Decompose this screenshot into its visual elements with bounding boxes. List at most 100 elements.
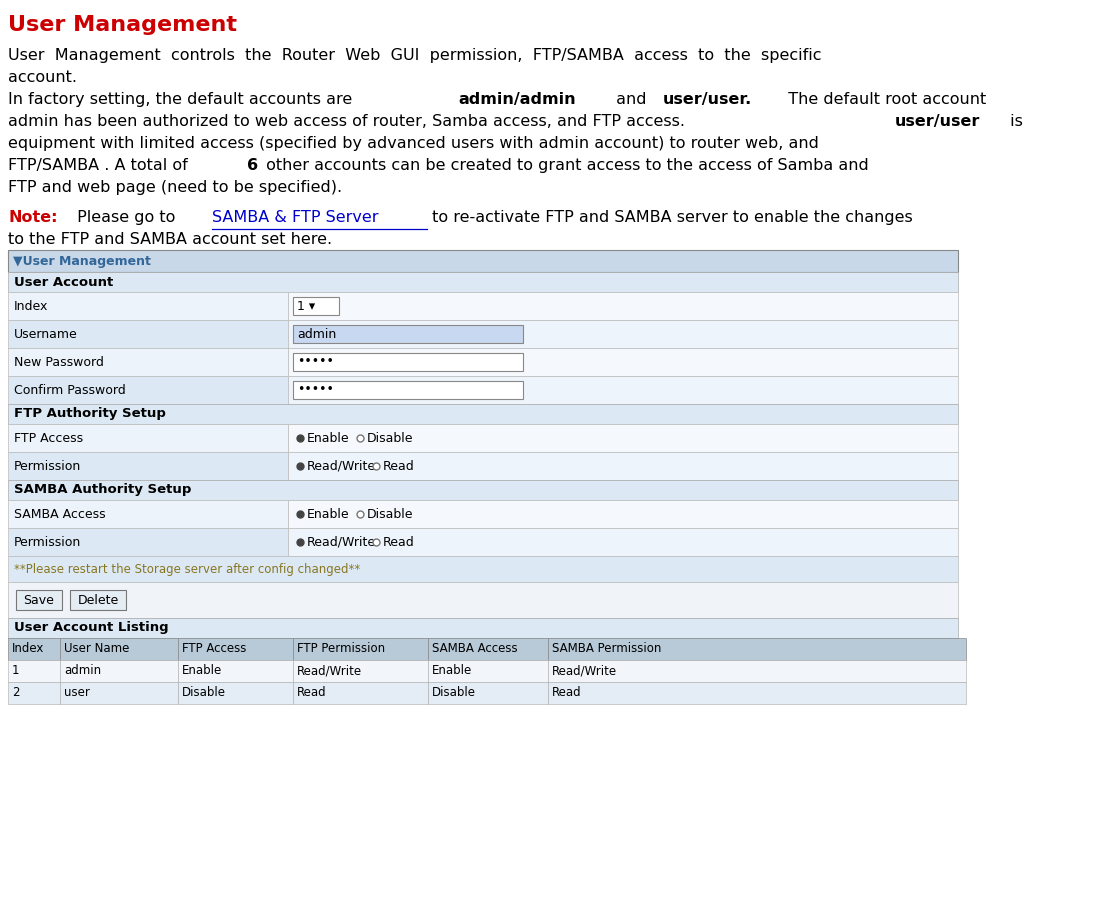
Bar [16, 590, 62, 610]
Bar [8, 292, 288, 320]
Text: User Management: User Management [8, 15, 237, 35]
Bar [288, 320, 959, 348]
Text: admin/admin: admin/admin [459, 92, 576, 107]
Text: Read: Read [552, 686, 582, 700]
Text: to the FTP and SAMBA account set here.: to the FTP and SAMBA account set here. [8, 232, 332, 247]
Bar [8, 424, 288, 452]
Bar [8, 682, 60, 704]
Bar [428, 638, 548, 660]
Text: Disable: Disable [182, 686, 226, 700]
Text: Delete: Delete [78, 593, 119, 606]
Text: Enable: Enable [182, 664, 222, 678]
Text: Read: Read [297, 686, 327, 700]
Bar [8, 452, 288, 480]
Text: User Account: User Account [14, 276, 113, 288]
Text: Read/Write: Read/Write [307, 460, 376, 472]
Text: equipment with limited access (specified by advanced users with admin account) t: equipment with limited access (specified… [8, 136, 818, 151]
Bar [8, 528, 288, 556]
Bar [288, 452, 959, 480]
Text: New Password: New Password [14, 356, 103, 369]
Text: Disable: Disable [431, 686, 476, 700]
Text: Read/Write: Read/Write [552, 664, 617, 678]
Bar [8, 638, 60, 660]
Text: •••••: ••••• [297, 383, 334, 397]
Text: Read: Read [383, 460, 415, 472]
Bar [178, 660, 292, 682]
Bar [60, 638, 178, 660]
Text: FTP/SAMBA . A total of: FTP/SAMBA . A total of [8, 158, 192, 173]
Text: SAMBA Permission: SAMBA Permission [552, 642, 662, 655]
Bar [8, 556, 959, 582]
Text: SAMBA & FTP Server: SAMBA & FTP Server [212, 210, 378, 225]
Text: SAMBA Authority Setup: SAMBA Authority Setup [14, 483, 191, 497]
Text: The default root account: The default root account [778, 92, 986, 107]
Text: Note:: Note: [8, 210, 58, 225]
Text: 2: 2 [12, 686, 20, 700]
Text: Please go to: Please go to [72, 210, 180, 225]
Bar [8, 320, 288, 348]
Bar [548, 660, 966, 682]
Bar [288, 424, 959, 452]
Bar [292, 682, 428, 704]
Text: Permission: Permission [14, 460, 81, 472]
Text: Disable: Disable [367, 431, 414, 444]
Text: Confirm Password: Confirm Password [14, 383, 126, 397]
Text: admin: admin [297, 328, 336, 340]
Text: FTP Access: FTP Access [182, 642, 247, 655]
Text: FTP Authority Setup: FTP Authority Setup [14, 408, 166, 420]
Bar [288, 376, 959, 404]
Bar [60, 682, 178, 704]
Bar [288, 348, 959, 376]
Text: SAMBA Access: SAMBA Access [14, 508, 106, 521]
Text: Enable: Enable [307, 508, 349, 521]
Bar [292, 381, 523, 399]
Text: user/user: user/user [895, 114, 980, 129]
Text: Read: Read [383, 535, 415, 549]
Text: admin: admin [64, 664, 101, 678]
Text: User Account Listing: User Account Listing [14, 622, 169, 634]
Text: FTP and web page (need to be specified).: FTP and web page (need to be specified). [8, 180, 342, 195]
Bar [8, 480, 959, 500]
Bar [428, 682, 548, 704]
Bar [292, 325, 523, 343]
Bar [288, 292, 959, 320]
Text: 1: 1 [12, 664, 20, 678]
Bar [548, 682, 966, 704]
Bar [292, 638, 428, 660]
Bar [60, 660, 178, 682]
Text: •••••: ••••• [297, 356, 334, 369]
Text: FTP Permission: FTP Permission [297, 642, 385, 655]
Bar [292, 297, 339, 315]
Text: to re-activate FTP and SAMBA server to enable the changes: to re-activate FTP and SAMBA server to e… [427, 210, 913, 225]
Text: Save: Save [23, 593, 54, 606]
Bar [8, 500, 288, 528]
Text: User Name: User Name [64, 642, 129, 655]
Text: and: and [610, 92, 652, 107]
Bar [288, 528, 959, 556]
Text: Enable: Enable [431, 664, 473, 678]
Bar [8, 272, 959, 292]
Text: In factory setting, the default accounts are: In factory setting, the default accounts… [8, 92, 357, 107]
Text: user/user.: user/user. [663, 92, 752, 107]
Bar [8, 618, 959, 638]
Text: other accounts can be created to grant access to the access of Samba and: other accounts can be created to grant a… [261, 158, 868, 173]
Text: Read/Write: Read/Write [307, 535, 376, 549]
Bar [8, 250, 959, 272]
Bar [548, 638, 966, 660]
Bar [288, 500, 959, 528]
Text: 6: 6 [247, 158, 258, 173]
Bar [292, 660, 428, 682]
Bar [8, 660, 60, 682]
Bar [70, 590, 126, 610]
Text: ▼User Management: ▼User Management [13, 255, 151, 268]
Bar [292, 353, 523, 371]
Bar [178, 682, 292, 704]
Text: account.: account. [8, 70, 77, 85]
Text: is: is [1005, 114, 1023, 129]
Text: Permission: Permission [14, 535, 81, 549]
Text: Disable: Disable [367, 508, 414, 521]
Text: FTP Access: FTP Access [14, 431, 83, 444]
Text: Username: Username [14, 328, 78, 340]
Text: Enable: Enable [307, 431, 349, 444]
Text: admin has been authorized to web access of router, Samba access, and FTP access.: admin has been authorized to web access … [8, 114, 695, 129]
